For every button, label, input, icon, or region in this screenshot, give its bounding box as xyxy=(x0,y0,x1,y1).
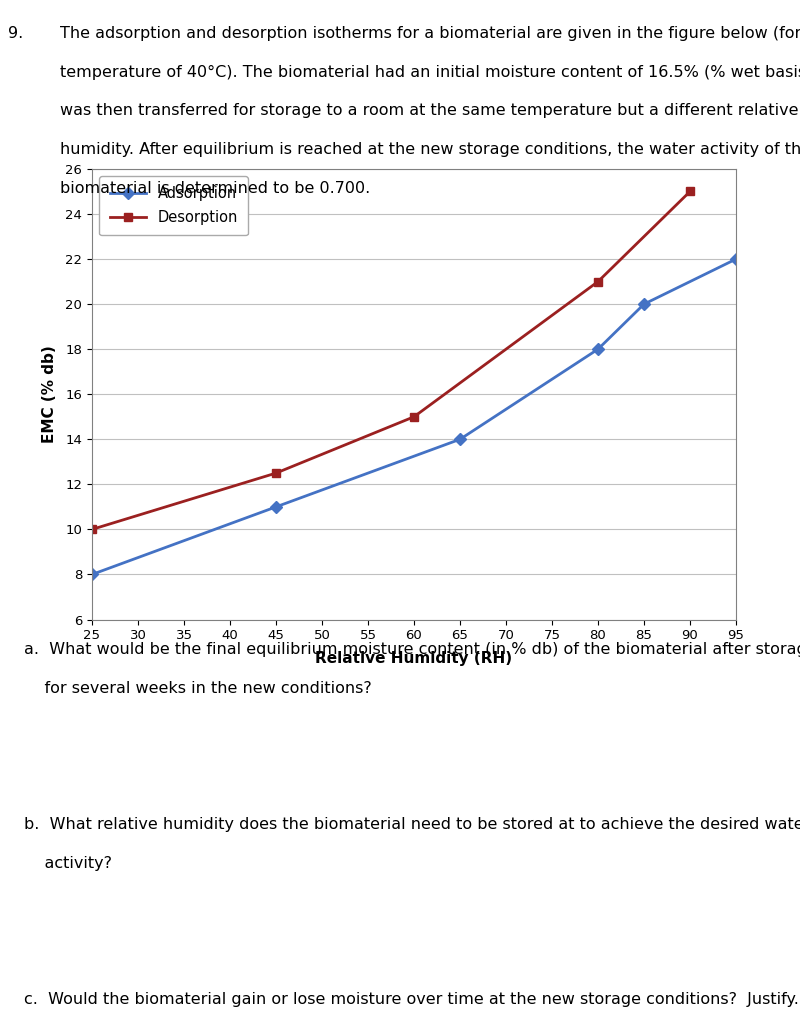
Desorption xyxy=(594,275,603,288)
Text: temperature of 40°C). The biomaterial had an initial moisture content of 16.5% (: temperature of 40°C). The biomaterial ha… xyxy=(60,65,800,80)
Text: a.  What would be the final equilibrium moisture content (in % db) of the biomat: a. What would be the final equilibrium m… xyxy=(24,642,800,657)
Adsorption xyxy=(594,343,603,355)
Desorption xyxy=(685,185,694,198)
Text: humidity. After equilibrium is reached at the new storage conditions, the water : humidity. After equilibrium is reached a… xyxy=(60,142,800,158)
Text: The adsorption and desorption isotherms for a biomaterial are given in the figur: The adsorption and desorption isotherms … xyxy=(60,26,800,41)
X-axis label: Relative Humidity (RH): Relative Humidity (RH) xyxy=(315,650,513,666)
Text: c.  Would the biomaterial gain or lose moisture over time at the new storage con: c. Would the biomaterial gain or lose mo… xyxy=(24,992,799,1008)
Adsorption xyxy=(455,433,465,445)
Adsorption xyxy=(87,568,97,581)
Desorption xyxy=(87,523,97,536)
Adsorption xyxy=(731,253,741,265)
Desorption xyxy=(409,411,419,423)
Desorption xyxy=(271,467,281,479)
Text: for several weeks in the new conditions?: for several weeks in the new conditions? xyxy=(24,681,372,696)
Adsorption xyxy=(639,298,649,310)
Legend: Adsorption, Desorption: Adsorption, Desorption xyxy=(99,176,248,236)
Line: Desorption: Desorption xyxy=(88,187,694,534)
Text: biomaterial is determined to be 0.700.: biomaterial is determined to be 0.700. xyxy=(60,181,370,197)
Text: was then transferred for storage to a room at the same temperature but a differe: was then transferred for storage to a ro… xyxy=(60,103,798,119)
Text: b.  What relative humidity does the biomaterial need to be stored at to achieve : b. What relative humidity does the bioma… xyxy=(24,817,800,833)
Text: activity?: activity? xyxy=(24,856,112,871)
Line: Adsorption: Adsorption xyxy=(88,255,740,579)
Text: 9.: 9. xyxy=(8,26,23,41)
Y-axis label: EMC (% db): EMC (% db) xyxy=(42,345,57,443)
Adsorption xyxy=(271,501,281,513)
